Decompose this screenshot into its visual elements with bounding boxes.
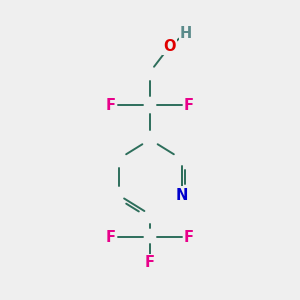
Text: F: F	[184, 98, 194, 112]
Text: H: H	[180, 26, 192, 40]
Text: F: F	[145, 255, 155, 270]
Text: F: F	[106, 98, 116, 112]
Text: F: F	[106, 230, 116, 244]
Text: N: N	[175, 188, 188, 202]
Text: O: O	[163, 39, 176, 54]
Text: F: F	[184, 230, 194, 244]
